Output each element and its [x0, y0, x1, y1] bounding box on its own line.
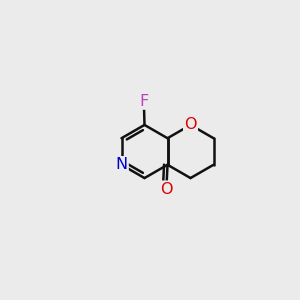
Text: O: O [160, 182, 172, 197]
Text: O: O [184, 117, 197, 132]
Text: F: F [139, 94, 148, 109]
Text: N: N [116, 157, 128, 172]
